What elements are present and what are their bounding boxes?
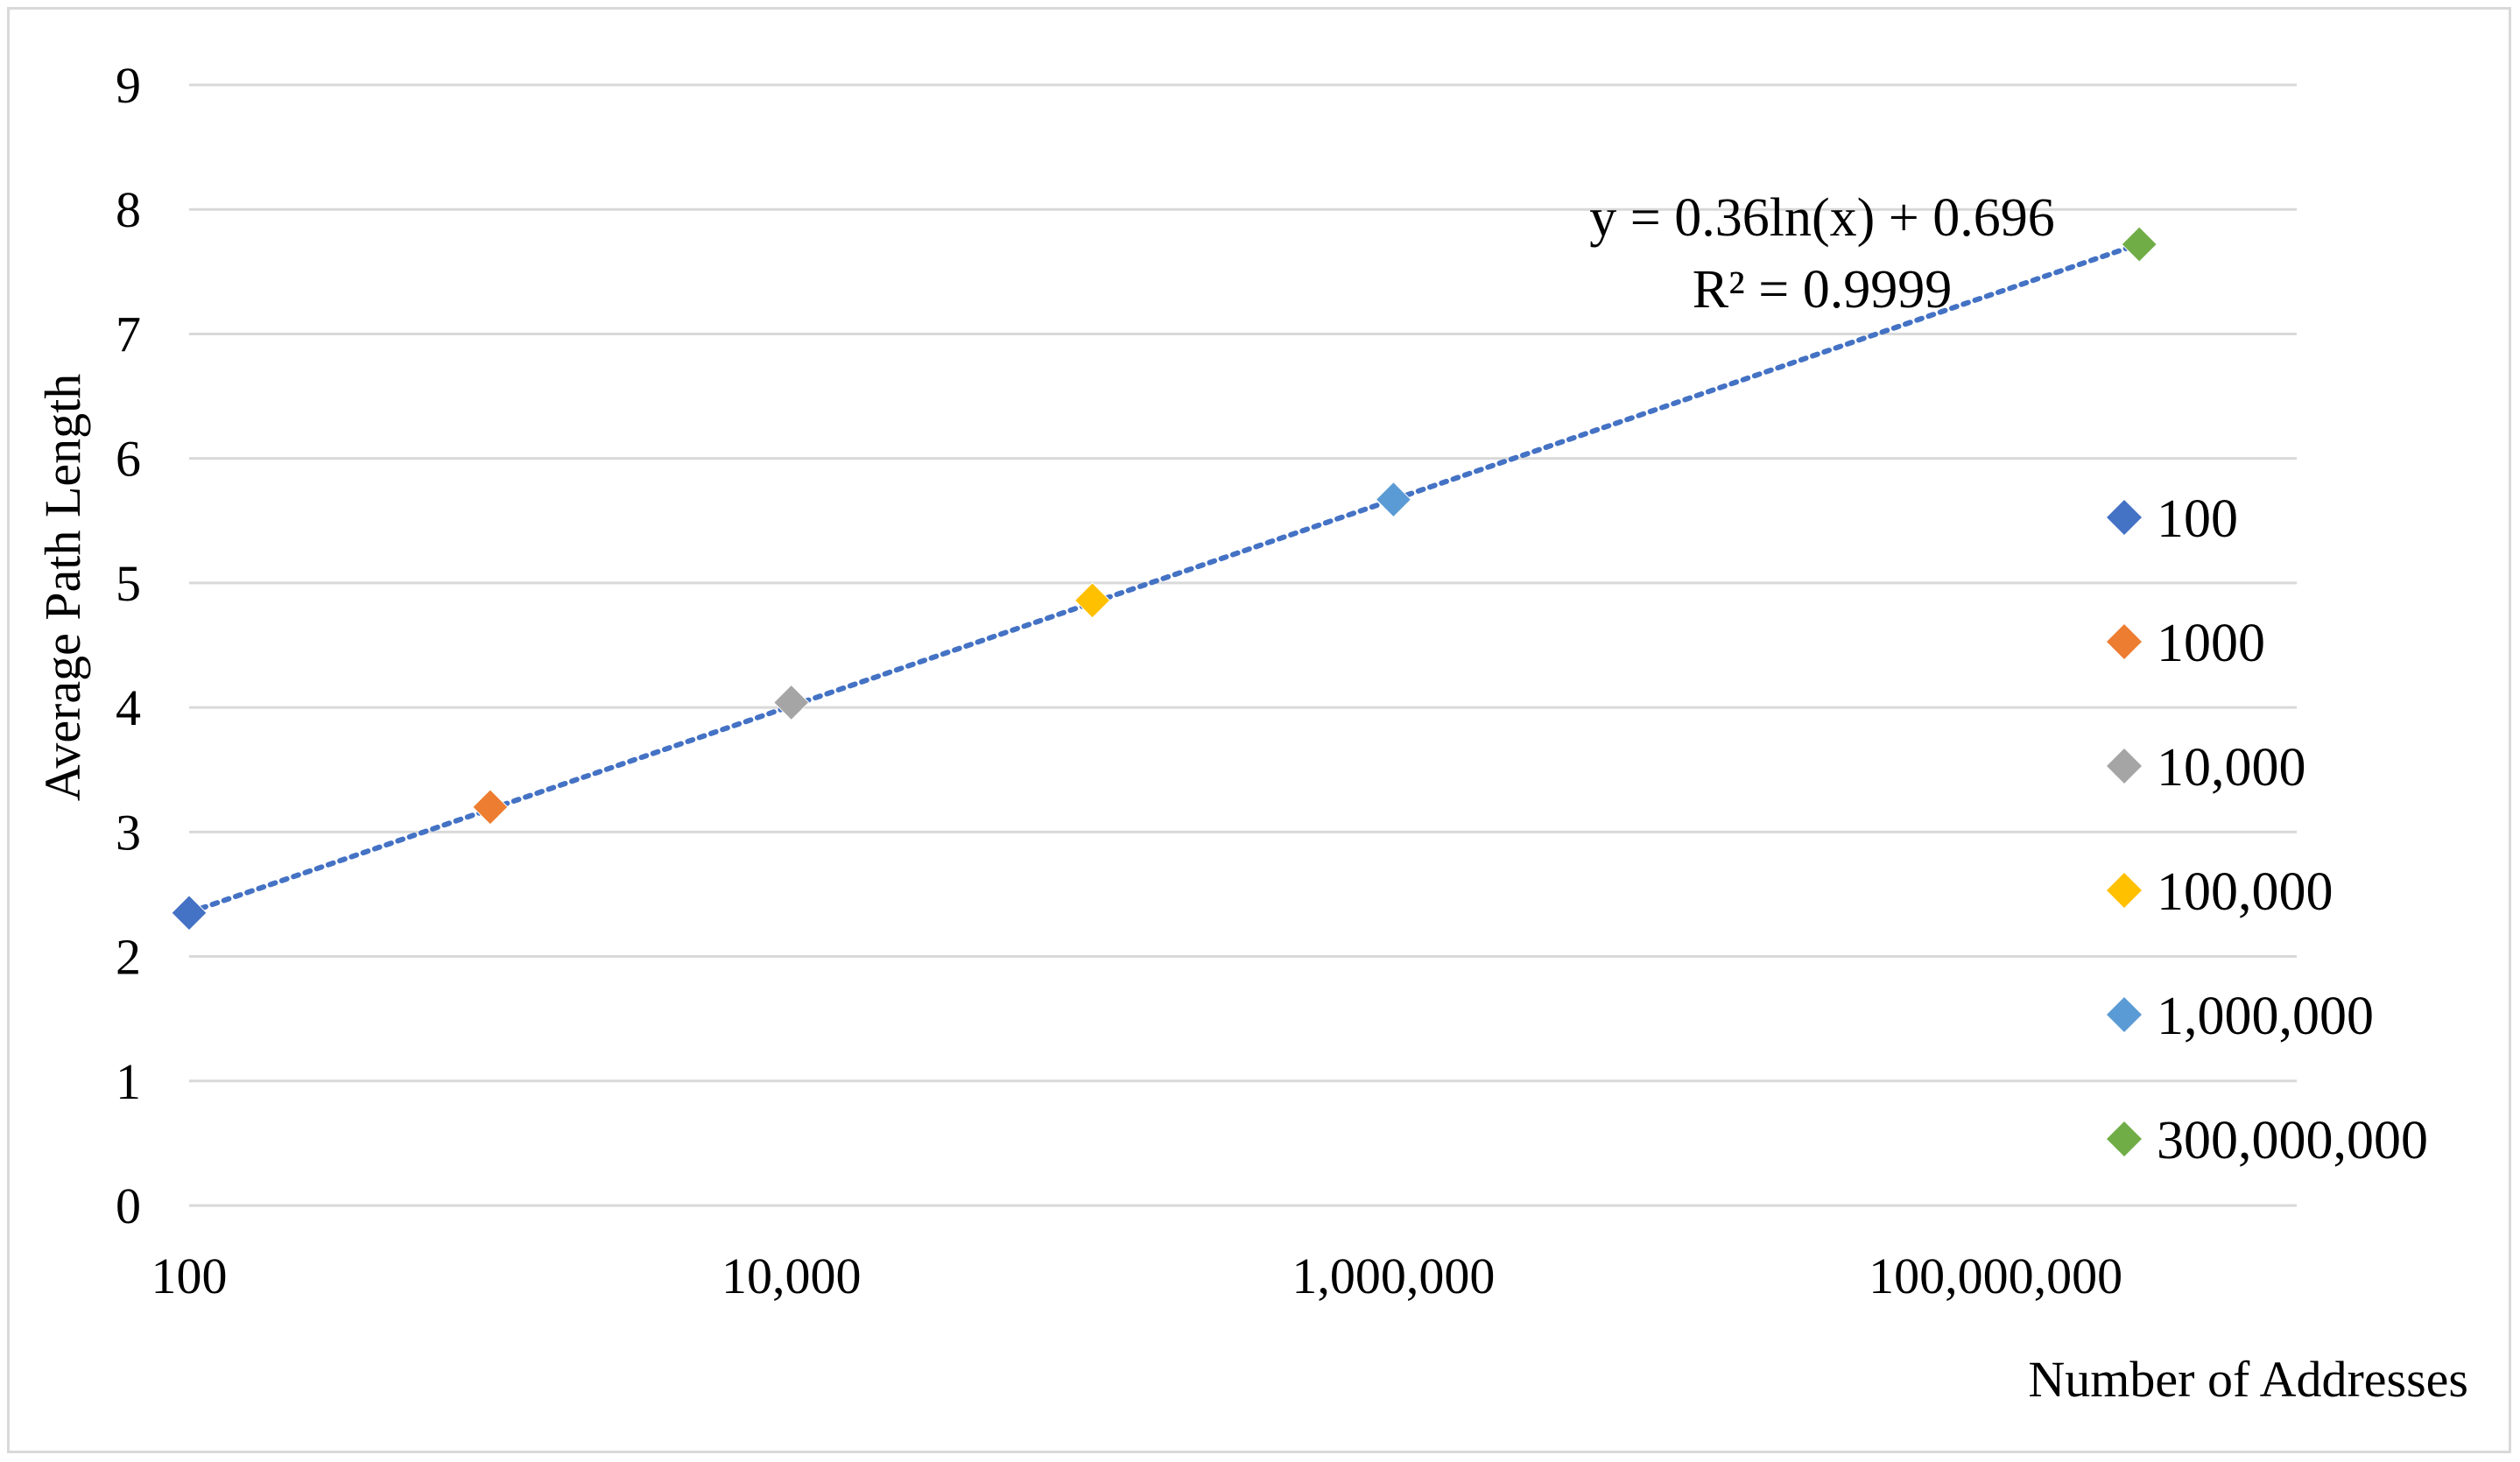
y-tick-label: 5 [116, 555, 141, 612]
legend-label: 100,000 [2157, 862, 2333, 922]
y-tick-label: 4 [116, 679, 141, 736]
legend-marker-100 [2107, 500, 2142, 535]
data-point-1000000 [1375, 481, 1412, 518]
legend-label: 100 [2157, 489, 2238, 549]
data-point-100 [171, 895, 208, 931]
legend-marker-1000 [2107, 624, 2142, 659]
y-tick-label: 0 [116, 1177, 141, 1234]
y-tick-label: 9 [116, 57, 141, 114]
data-point-300000000 [2121, 226, 2157, 263]
y-tick-labels: 0 1 2 3 4 5 6 7 8 9 [116, 57, 141, 1234]
legend-label: 10,000 [2157, 738, 2306, 798]
x-tick-label: 10,000 [722, 1248, 862, 1304]
chart-plot: 0 1 2 3 4 5 6 7 8 9 100 10,000 1,000,000 100,000,000… [34, 57, 2468, 1408]
trendline-r-squared: R² = 0.9999 [1693, 260, 1952, 320]
legend-marker-300000000 [2107, 1121, 2142, 1156]
x-tick-labels: 100 10,000 1,000,000 100,000,000 [151, 1248, 2123, 1304]
x-tick-label: 1,000,000 [1292, 1248, 1495, 1304]
data-points [171, 226, 2157, 931]
legend-marker-10000 [2107, 749, 2142, 784]
legend: 100 1000 10,000 100,000 1,000,000 300,000,000 [2107, 489, 2428, 1170]
y-tick-label: 8 [116, 181, 141, 238]
y-tick-label: 7 [116, 306, 141, 362]
legend-marker-1000000 [2107, 997, 2142, 1032]
y-tick-label: 3 [116, 804, 141, 861]
x-tick-label: 100,000,000 [1869, 1248, 2122, 1304]
data-point-100000 [1073, 582, 1111, 619]
gridlines [189, 83, 2297, 1207]
trendline [187, 241, 2143, 916]
y-tick-label: 1 [116, 1053, 141, 1110]
trendline-group [187, 241, 2143, 916]
x-tick-label: 100 [151, 1248, 228, 1304]
y-tick-label: 6 [116, 431, 141, 488]
legend-label: 1,000,000 [2157, 987, 2374, 1046]
data-point-1000 [472, 789, 509, 826]
chart-frame: 0 1 2 3 4 5 6 7 8 9 100 10,000 1,000,000 100,000,000… [7, 7, 2511, 1453]
data-point-10000 [773, 684, 810, 721]
legend-label: 300,000,000 [2157, 1111, 2428, 1170]
y-axis-title: Average Path Length [34, 374, 91, 802]
y-tick-label: 2 [116, 929, 141, 986]
legend-marker-100000 [2107, 873, 2142, 908]
legend-label: 1000 [2157, 614, 2265, 673]
x-axis-title: Number of Addresses [2028, 1351, 2468, 1408]
trendline-equation: y = 0.36ln(x) + 0.696 [1589, 188, 2054, 248]
